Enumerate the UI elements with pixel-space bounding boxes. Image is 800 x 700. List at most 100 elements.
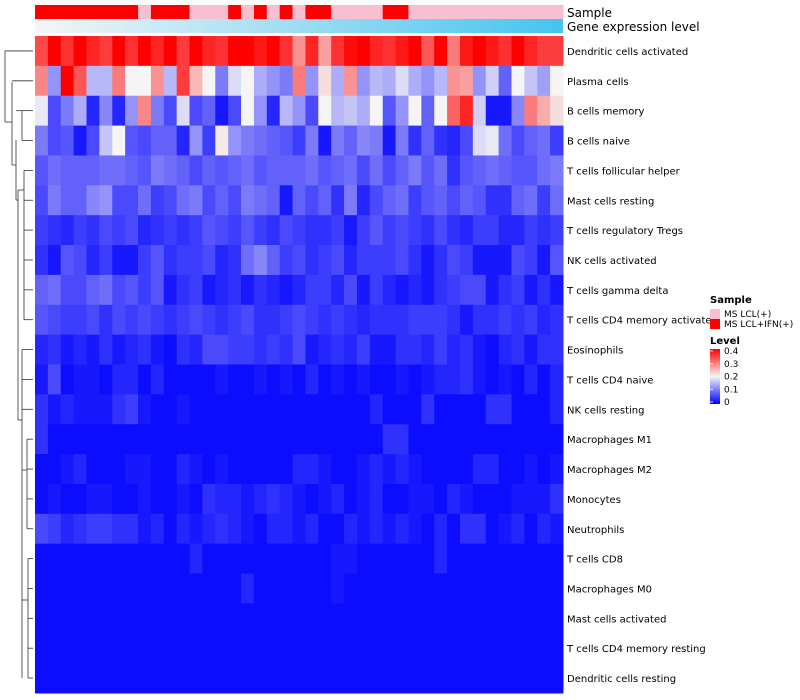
heatmap-cell <box>434 155 448 186</box>
heatmap-cell <box>35 483 49 515</box>
heatmap-cell <box>305 603 319 634</box>
heatmap-cell <box>485 483 500 515</box>
heatmap-cell <box>318 155 332 186</box>
heatmap-cell <box>434 364 448 395</box>
heatmap-cell <box>189 364 203 395</box>
heatmap-cell <box>150 65 165 97</box>
heatmap-cell <box>99 95 113 127</box>
heatmap-cell <box>241 125 255 156</box>
row-label: Mast cells resting <box>567 196 654 207</box>
heatmap-cell <box>369 274 384 306</box>
heatmap-cell <box>163 543 178 575</box>
heatmap-cell <box>550 245 564 276</box>
heatmap-cell <box>447 513 461 545</box>
heatmap-cell <box>369 424 384 455</box>
heatmap-cell <box>447 543 461 575</box>
sample-annotation-cell <box>498 5 513 19</box>
heatmap-cell <box>524 155 538 186</box>
heatmap-cell <box>241 483 255 515</box>
heatmap-cell <box>485 245 500 276</box>
heatmap-cell <box>550 65 564 97</box>
heatmap-cell <box>292 483 306 515</box>
heatmap-cell <box>163 185 178 216</box>
heatmap-cell <box>305 424 319 455</box>
heatmap-cell <box>138 364 152 395</box>
sample-annotation-cell <box>228 5 242 19</box>
row-labels: Dendritic cells activated Plasma cells B c… <box>566 47 718 685</box>
heatmap-cell <box>150 185 165 216</box>
heatmap-cell <box>472 334 487 365</box>
heatmap-cell <box>434 573 448 604</box>
sample-annotation-cell <box>511 5 525 19</box>
heatmap-cell <box>35 454 49 485</box>
heatmap-cell <box>163 394 178 425</box>
heatmap-cell <box>408 603 422 634</box>
heatmap-cell <box>344 36 358 67</box>
heatmap-cell <box>73 304 88 336</box>
heatmap-cell <box>305 543 319 575</box>
heatmap-cell <box>138 663 152 694</box>
heatmap-cell <box>60 95 75 127</box>
level-tick-label: 0.1 <box>724 385 738 395</box>
heatmap-cell <box>47 125 62 156</box>
heatmap-cell <box>202 663 216 694</box>
heatmap-cell <box>253 274 268 306</box>
heatmap-cell <box>331 155 345 186</box>
heatmap-cell <box>279 304 294 336</box>
heatmap-cell <box>292 215 306 246</box>
heatmap-cell <box>125 603 139 634</box>
heatmap-cell <box>485 65 500 97</box>
heatmap-cell <box>511 364 525 395</box>
heatmap-cell <box>511 483 525 515</box>
heatmap-cell <box>356 454 371 485</box>
heatmap-cell <box>202 215 216 246</box>
heatmap-cell <box>138 65 152 97</box>
heatmap-cell <box>279 155 294 186</box>
sample-annotation-cell <box>99 5 113 19</box>
heatmap-cell <box>408 334 422 365</box>
heatmap-cell <box>537 36 551 67</box>
heatmap-cell <box>369 304 384 336</box>
heatmap-cell <box>524 274 538 306</box>
heatmap-cell <box>253 663 268 694</box>
heatmap-cell <box>344 274 358 306</box>
heatmap-cell <box>318 364 332 395</box>
heatmap-cell <box>138 633 152 664</box>
heatmap-cell <box>253 573 268 604</box>
heatmap-cell <box>511 125 525 156</box>
heatmap-cell <box>266 543 281 575</box>
heatmap-cell <box>279 274 294 306</box>
sample-annotation-cell <box>47 5 62 19</box>
heatmap-cell <box>86 274 100 306</box>
heatmap-cell <box>485 304 500 336</box>
heatmap-cell <box>356 36 371 67</box>
heatmap-cell <box>112 633 126 664</box>
heatmap-cell <box>150 513 165 545</box>
heatmap-cell <box>318 543 332 575</box>
heatmap-cell <box>189 274 203 306</box>
sample-annotation-cell <box>434 5 448 19</box>
heatmap-cell <box>421 454 435 485</box>
heatmap-cell <box>176 573 191 604</box>
heatmap-cell <box>331 543 345 575</box>
heatmap-cell <box>202 543 216 575</box>
heatmap-cell <box>125 394 139 425</box>
heatmap-cell <box>447 394 461 425</box>
heatmap-cell <box>537 304 551 336</box>
heatmap-cell <box>459 274 474 306</box>
heatmap-cell <box>408 483 422 515</box>
heatmap-cell <box>99 424 113 455</box>
heatmap-cell <box>202 185 216 216</box>
heatmap-cell <box>189 245 203 276</box>
heatmap-cell <box>447 483 461 515</box>
sample-annotation-cell <box>318 5 332 19</box>
heatmap-cell <box>279 36 294 67</box>
heatmap-cell <box>266 603 281 634</box>
heatmap-cell <box>99 483 113 515</box>
heatmap-cell <box>421 424 435 455</box>
heatmap-cell <box>112 245 126 276</box>
heatmap-cell <box>524 633 538 664</box>
heatmap-cell <box>125 274 139 306</box>
heatmap-cell <box>408 304 422 336</box>
heatmap-cell <box>35 185 49 216</box>
